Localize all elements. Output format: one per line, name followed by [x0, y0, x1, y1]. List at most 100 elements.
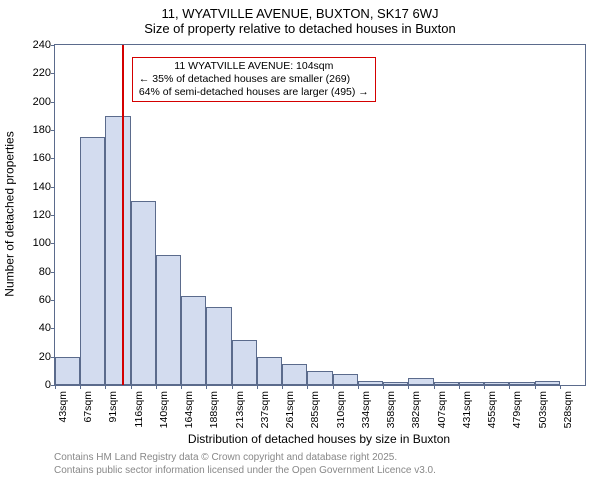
plot-area: 02040608010012014016018020022024043sqm67… — [54, 44, 586, 386]
property-marker-line — [122, 45, 124, 385]
x-tick-label: 43sqm — [57, 391, 69, 423]
x-tick-mark — [535, 385, 536, 389]
histogram-bar — [282, 364, 307, 385]
x-tick-mark — [484, 385, 485, 389]
x-tick-label: 334sqm — [360, 391, 372, 428]
histogram-bar — [257, 357, 282, 385]
y-tick-label: 60 — [17, 294, 55, 306]
x-tick-mark — [181, 385, 182, 389]
histogram-bar — [131, 201, 156, 385]
y-tick-label: 140 — [17, 181, 55, 193]
y-tick-mark — [51, 130, 55, 131]
x-tick-mark — [434, 385, 435, 389]
histogram-bar — [55, 357, 80, 385]
y-tick-label: 120 — [17, 209, 55, 221]
y-tick-mark — [51, 45, 55, 46]
histogram-bar — [408, 378, 433, 385]
histogram-bar — [156, 255, 181, 385]
chart-container: 11, WYATVILLE AVENUE, BUXTON, SK17 6WJ S… — [0, 0, 600, 500]
y-tick-mark — [51, 328, 55, 329]
histogram-bar — [307, 371, 332, 385]
x-tick-label: 479sqm — [511, 391, 523, 428]
histogram-bar — [232, 340, 257, 385]
x-tick-label: 382sqm — [410, 391, 422, 428]
x-tick-label: 140sqm — [158, 391, 170, 428]
x-tick-mark — [257, 385, 258, 389]
x-tick-label: 261sqm — [284, 391, 296, 428]
footnote-line2: Contains public sector information licen… — [54, 465, 584, 478]
x-tick-mark — [55, 385, 56, 389]
x-tick-label: 91sqm — [107, 391, 119, 423]
x-tick-mark — [307, 385, 308, 389]
x-tick-label: 116sqm — [133, 391, 145, 428]
y-tick-mark — [51, 243, 55, 244]
x-tick-label: 67sqm — [82, 391, 94, 423]
x-tick-label: 528sqm — [562, 391, 574, 428]
x-tick-label: 213sqm — [234, 391, 246, 428]
annotation-box: 11 WYATVILLE AVENUE: 104sqm← 35% of deta… — [132, 57, 376, 102]
x-tick-mark — [105, 385, 106, 389]
x-tick-label: 503sqm — [537, 391, 549, 428]
y-tick-label: 0 — [17, 379, 55, 391]
y-tick-mark — [51, 272, 55, 273]
y-tick-mark — [51, 73, 55, 74]
x-tick-label: 285sqm — [309, 391, 321, 428]
x-tick-label: 310sqm — [335, 391, 347, 428]
footnote: Contains HM Land Registry data © Crown c… — [54, 452, 584, 477]
y-tick-label: 200 — [17, 96, 55, 108]
y-tick-label: 180 — [17, 124, 55, 136]
histogram-bar — [434, 382, 459, 385]
x-tick-mark — [206, 385, 207, 389]
x-tick-mark — [383, 385, 384, 389]
y-tick-mark — [51, 300, 55, 301]
y-tick-mark — [51, 102, 55, 103]
histogram-bar — [80, 137, 105, 385]
y-tick-label: 20 — [17, 351, 55, 363]
histogram-bar — [105, 116, 130, 385]
x-tick-mark — [333, 385, 334, 389]
histogram-bar — [484, 382, 509, 385]
x-tick-mark — [509, 385, 510, 389]
y-tick-label: 100 — [17, 237, 55, 249]
x-tick-mark — [156, 385, 157, 389]
histogram-bar — [206, 307, 231, 385]
histogram-bar — [383, 382, 408, 385]
annotation-line3: 64% of semi-detached houses are larger (… — [139, 86, 369, 99]
x-tick-mark — [560, 385, 561, 389]
histogram-bar — [181, 296, 206, 385]
annotation-line1: 11 WYATVILLE AVENUE: 104sqm — [139, 60, 369, 73]
annotation-line2: ← 35% of detached houses are smaller (26… — [139, 73, 369, 86]
histogram-bar — [459, 382, 484, 385]
x-tick-label: 431sqm — [461, 391, 473, 428]
chart-title-line2: Size of property relative to detached ho… — [0, 21, 600, 40]
x-tick-mark — [459, 385, 460, 389]
y-tick-mark — [51, 215, 55, 216]
x-tick-label: 358sqm — [385, 391, 397, 428]
y-tick-label: 160 — [17, 152, 55, 164]
x-tick-mark — [358, 385, 359, 389]
footnote-line1: Contains HM Land Registry data © Crown c… — [54, 452, 584, 465]
y-tick-label: 220 — [17, 67, 55, 79]
x-axis-label: Distribution of detached houses by size … — [54, 432, 584, 446]
histogram-bar — [509, 382, 534, 385]
y-tick-label: 240 — [17, 39, 55, 51]
x-tick-mark — [282, 385, 283, 389]
histogram-bar — [358, 381, 383, 385]
y-axis-label: Number of detached properties — [2, 44, 18, 384]
x-tick-mark — [131, 385, 132, 389]
histogram-bar — [535, 381, 560, 385]
x-tick-mark — [408, 385, 409, 389]
y-tick-label: 40 — [17, 322, 55, 334]
y-tick-label: 80 — [17, 266, 55, 278]
histogram-bar — [333, 374, 358, 385]
x-tick-label: 164sqm — [183, 391, 195, 428]
y-tick-mark — [51, 158, 55, 159]
x-tick-label: 407sqm — [436, 391, 448, 428]
x-tick-label: 188sqm — [208, 391, 220, 428]
x-tick-mark — [80, 385, 81, 389]
x-tick-mark — [232, 385, 233, 389]
chart-title-line1: 11, WYATVILLE AVENUE, BUXTON, SK17 6WJ — [0, 0, 600, 21]
x-tick-label: 237sqm — [259, 391, 271, 428]
x-tick-label: 455sqm — [486, 391, 498, 428]
y-tick-mark — [51, 187, 55, 188]
